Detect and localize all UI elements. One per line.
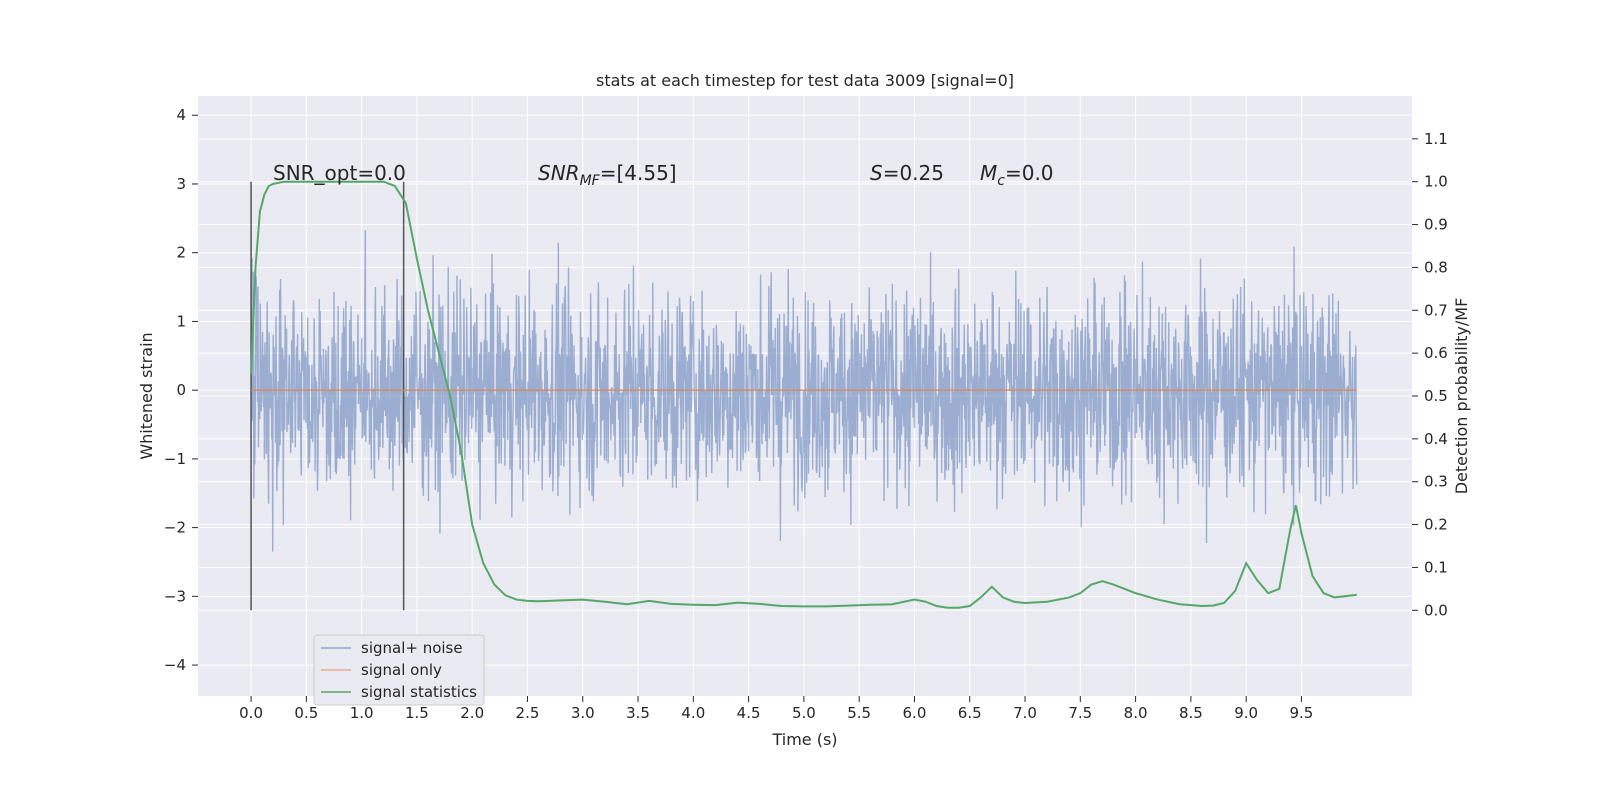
y-right-tick-label: 0.1 [1424, 558, 1448, 576]
x-tick-label: 7.5 [1068, 704, 1092, 722]
y-right-tick-label: 1.0 [1424, 173, 1448, 191]
vertical-markers [250, 181, 405, 611]
y-right-tick-label: 0.9 [1424, 216, 1448, 234]
x-tick-label: 0.0 [239, 704, 263, 722]
x-tick-label: 6.5 [958, 704, 982, 722]
annotation-mc: Mc=0.0 [980, 161, 1054, 189]
x-tick-label: 4.0 [681, 704, 705, 722]
x-tick-label: 5.5 [847, 704, 871, 722]
x-tick-label: 7.0 [1013, 704, 1037, 722]
x-tick-label: 4.5 [737, 704, 761, 722]
x-axis-title: Time (s) [771, 730, 837, 749]
x-tick-label: 3.5 [626, 704, 650, 722]
y-right-tick-label: 1.1 [1424, 130, 1448, 148]
legend: signal+ noise signal only signal statist… [313, 634, 485, 706]
y-tick-label: 4 [176, 106, 186, 124]
legend-label-statistics: signal statistics [361, 683, 477, 701]
y-tick-label: 0 [176, 381, 186, 399]
legend-box [313, 634, 485, 706]
y-tick-label: −3 [164, 587, 186, 605]
x-tick-label: 3.0 [571, 704, 595, 722]
y-tick-label: 3 [176, 175, 186, 193]
y-tick-label: 1 [176, 312, 186, 330]
signal-noise-line [250, 230, 1358, 552]
signal-statistics-line [250, 180, 1357, 609]
y-tick-label: −1 [164, 450, 186, 468]
x-tick-label: 0.5 [294, 704, 318, 722]
x-tick-label: 8.0 [1124, 704, 1148, 722]
y-right-tick-label: 0.0 [1424, 601, 1448, 619]
s-label: S [870, 161, 883, 185]
annotation-s: S=0.25 [870, 161, 944, 185]
y-axis-ticks: 4 3 2 1 0 −1 −2 −3 −4 [164, 106, 198, 674]
snr-mf-sub: MF [580, 173, 601, 189]
y-tick-label: 2 [176, 244, 186, 262]
y-right-tick-label: 0.5 [1424, 387, 1448, 405]
mc-base: M [980, 161, 997, 185]
x-tick-label: 2.5 [516, 704, 540, 722]
snr-mf-base: SNR [538, 161, 580, 185]
y-right-tick-label: 0.8 [1424, 258, 1448, 276]
x-tick-label: 9.0 [1234, 704, 1258, 722]
y-right-tick-label: 0.2 [1424, 516, 1448, 534]
x-tick-label: 6.0 [903, 704, 927, 722]
y-tick-label: −2 [164, 519, 186, 537]
snr-mf-rest: =[4.55] [600, 161, 677, 185]
y-right-tick-label: 0.6 [1424, 344, 1448, 362]
series-signal-statistics [250, 180, 1357, 609]
y-axis-title: Whitened strain [137, 332, 156, 459]
series-signal-noise [250, 230, 1358, 552]
x-tick-label: 2.0 [460, 704, 484, 722]
x-tick-label: 8.5 [1179, 704, 1203, 722]
y-right-tick-label: 0.7 [1424, 301, 1448, 319]
chart-title: stats at each timestep for test data 300… [596, 71, 1014, 90]
s-value: =0.25 [883, 161, 944, 185]
annotation-snr-mf: SNRMF=[4.55] [538, 161, 677, 189]
y-right-axis-ticks: 1.1 1.0 0.9 0.8 0.7 0.6 0.5 0.4 0.3 0.2 0.1 0.0 [1412, 130, 1448, 619]
x-tick-label: 1.5 [405, 704, 429, 722]
x-axis-ticks: 0.0 0.5 1.0 1.5 2.0 2.5 3.0 3.5 4.0 4.5 5.0 5.5 6.0 6… [239, 696, 1313, 722]
y-tick-label: −4 [164, 656, 186, 674]
y-right-axis-title: Detection probability/MF [1452, 298, 1471, 495]
y-right-tick-label: 0.3 [1424, 473, 1448, 491]
annotation-snr-opt: SNR_opt=0.0 [273, 161, 406, 185]
y-right-tick-label: 0.4 [1424, 430, 1448, 448]
mc-sub: c [997, 173, 1005, 189]
mc-value: =0.0 [1005, 161, 1054, 185]
x-tick-label: 1.0 [350, 704, 374, 722]
legend-label-signal-only: signal only [361, 661, 442, 679]
x-tick-label: 5.0 [792, 704, 816, 722]
legend-label-noise: signal+ noise [361, 639, 463, 657]
x-tick-label: 9.5 [1290, 704, 1314, 722]
